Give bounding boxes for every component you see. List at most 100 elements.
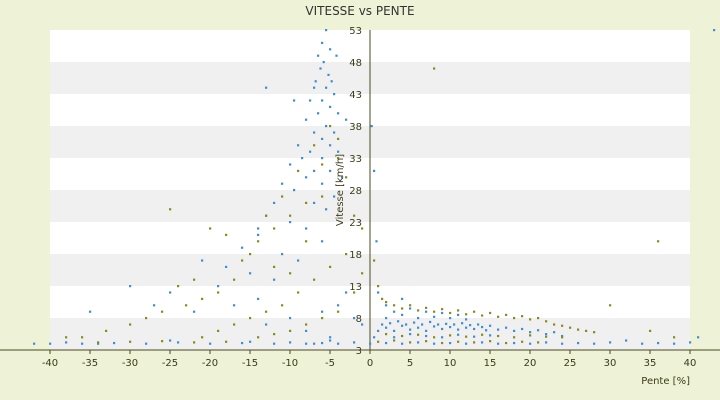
data-point — [409, 304, 412, 307]
data-point — [273, 227, 276, 230]
data-point — [561, 334, 564, 338]
data-point — [521, 315, 524, 318]
data-point — [313, 86, 316, 89]
data-point — [461, 322, 464, 325]
data-point — [241, 259, 244, 262]
data-point — [65, 341, 68, 344]
data-point — [457, 333, 460, 336]
data-point — [481, 314, 484, 317]
data-point — [441, 327, 444, 331]
data-point — [321, 317, 324, 320]
data-point — [169, 339, 172, 342]
data-point — [309, 150, 312, 153]
data-point — [345, 118, 348, 121]
data-point — [373, 169, 376, 172]
data-point — [385, 304, 388, 307]
data-point — [505, 313, 508, 316]
data-point — [169, 208, 172, 211]
data-point — [305, 342, 308, 345]
data-point — [393, 329, 396, 332]
data-point — [593, 342, 596, 345]
data-point — [585, 329, 588, 332]
data-point — [625, 339, 628, 342]
data-point — [489, 340, 492, 343]
y-tick-label: 38 — [349, 122, 362, 133]
data-point — [341, 176, 344, 179]
data-point — [445, 322, 448, 325]
x-tick-label: 25 — [564, 358, 577, 369]
x-tick-label: -35 — [82, 358, 98, 369]
data-point — [433, 315, 436, 318]
data-point — [409, 341, 412, 344]
y-tick-label: 48 — [349, 58, 362, 69]
data-point — [473, 335, 476, 338]
data-point — [333, 131, 336, 134]
data-point — [281, 304, 284, 307]
data-point — [89, 310, 92, 313]
data-point — [361, 272, 364, 275]
data-point — [401, 313, 404, 316]
data-point — [513, 329, 516, 332]
data-point — [177, 341, 180, 344]
data-point — [265, 214, 268, 217]
data-point — [609, 304, 612, 307]
data-point — [313, 131, 316, 134]
data-point — [297, 259, 300, 262]
data-point — [401, 334, 404, 338]
x-tick-label: -15 — [242, 358, 258, 369]
data-point — [321, 157, 324, 160]
data-point — [409, 328, 412, 331]
data-point — [377, 285, 380, 288]
data-point — [333, 195, 336, 198]
data-point — [673, 342, 676, 345]
data-point — [649, 329, 652, 332]
data-point — [97, 342, 100, 345]
data-point — [337, 310, 340, 313]
data-point — [529, 342, 532, 345]
data-point — [305, 240, 308, 243]
data-point — [449, 311, 452, 315]
data-point — [337, 112, 340, 115]
data-point — [329, 48, 332, 51]
data-point — [641, 342, 644, 345]
x-tick-label: -5 — [325, 358, 335, 369]
data-point — [417, 317, 420, 320]
data-point — [497, 342, 500, 345]
data-point — [433, 67, 436, 70]
data-point — [453, 323, 456, 326]
data-point — [481, 325, 484, 329]
data-point — [417, 333, 420, 336]
y-tick-label: 23 — [349, 218, 362, 229]
data-point — [105, 329, 108, 332]
data-point — [265, 86, 268, 89]
data-point — [319, 67, 322, 70]
data-point — [545, 341, 548, 344]
data-point — [345, 291, 348, 294]
data-point — [513, 341, 516, 345]
data-point — [465, 313, 468, 316]
x-tick-label: -40 — [42, 358, 58, 369]
data-points — [33, 29, 716, 345]
data-point — [393, 339, 396, 342]
data-point — [469, 324, 472, 327]
data-point — [241, 341, 244, 345]
data-point — [225, 265, 228, 268]
data-point — [385, 326, 388, 329]
data-point — [409, 333, 412, 336]
data-point — [257, 297, 260, 300]
y-tick-label: 28 — [349, 186, 362, 197]
data-point — [713, 29, 716, 32]
data-point — [317, 54, 320, 57]
data-point — [593, 331, 596, 334]
data-point — [329, 105, 332, 108]
data-point — [401, 342, 404, 345]
data-point — [433, 325, 436, 328]
data-point — [335, 54, 338, 57]
data-point — [297, 144, 300, 147]
data-point — [529, 318, 532, 321]
data-point — [521, 340, 524, 343]
data-point — [657, 341, 660, 345]
data-point — [425, 306, 428, 309]
data-point — [457, 328, 460, 331]
data-point — [265, 323, 268, 326]
